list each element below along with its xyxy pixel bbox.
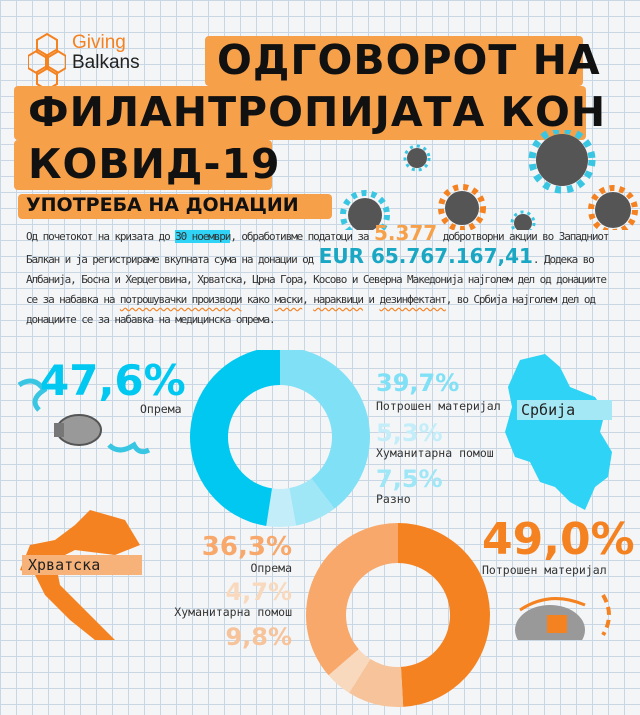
underlined-text: потрошувачки производи xyxy=(119,293,243,306)
text: и xyxy=(362,293,380,306)
virus-icon xyxy=(510,210,536,230)
text: добротворни акции во Западниот Балкан и … xyxy=(26,230,610,266)
title-line-3: КОВИД-19 xyxy=(14,140,280,190)
serbia-misc-label: Разно xyxy=(376,492,411,506)
croatia-misc-pct: 9,8% xyxy=(225,623,292,651)
logo-text-balkans: Balkans xyxy=(72,52,140,73)
total-amount: EUR 65.767.167,41 xyxy=(318,244,533,268)
croatia-humanitarian-label: Хуманитарна помош xyxy=(174,605,292,619)
croatia-donut-chart xyxy=(306,523,491,707)
underlined-text: дезинфектант xyxy=(379,293,446,306)
virus-icon xyxy=(438,184,486,230)
serbia-donut-segment-1 xyxy=(289,478,335,526)
hexagon-logo-icon xyxy=(28,32,66,92)
section-subtitle: УПОТРЕБА НА ДОНАЦИИ xyxy=(18,194,332,219)
serbia-donut-chart xyxy=(190,350,370,527)
croatia-donut-segment-0 xyxy=(398,523,491,707)
serbia-consumables-label: Потрошен материјал xyxy=(376,399,501,413)
serbia-map-label: Србија xyxy=(517,400,612,420)
croatia-equipment-label: Опрема xyxy=(250,561,292,575)
text: , во Србија најголем дел од донациите се… xyxy=(26,293,596,326)
title-line-2: ФИЛАНТРОПИЈАТА КОН xyxy=(14,86,605,140)
serbia-donut-segment-3 xyxy=(190,350,280,526)
virus-icon xyxy=(340,190,390,230)
virus-illustrations xyxy=(340,130,638,230)
text: . Додека во Албанија, Босна и Херцеговин… xyxy=(26,253,607,306)
text: како xyxy=(241,293,275,306)
underlined-text: маски xyxy=(274,293,304,306)
ventilator-illustration xyxy=(17,378,151,455)
serbia-humanitarian-pct: 5,3% xyxy=(376,419,443,447)
serbia-donut-segment-2 xyxy=(266,488,297,527)
serbia-humanitarian-label: Хуманитарна помош xyxy=(376,446,494,460)
croatia-equipment-pct: 36,3% xyxy=(201,532,292,562)
virus-icon xyxy=(403,144,431,172)
croatia-map xyxy=(20,510,140,640)
croatia-map-label: Хрватска xyxy=(22,555,142,575)
serbia-misc-pct: 7,5% xyxy=(376,465,443,493)
virus-icon xyxy=(528,130,596,194)
text: Од почетокот на кризата до xyxy=(26,230,176,243)
date-highlight: 30 ноември xyxy=(175,230,231,243)
actions-count: 5.377 xyxy=(373,221,438,245)
text: , обработивме податоци за xyxy=(230,230,374,243)
underlined-text: нараквици xyxy=(313,293,364,306)
serbia-map xyxy=(505,354,612,510)
croatia-consumables-label: Потрошен материјал xyxy=(482,563,607,577)
text: , xyxy=(302,293,314,306)
croatia-donut-segment-3 xyxy=(306,523,398,676)
intro-paragraph: Од почетокот на кризата до 30 ноември, о… xyxy=(26,221,622,330)
face-mask-illustration xyxy=(515,593,611,640)
croatia-consumables-pct: 49,0% xyxy=(482,514,635,565)
croatia-humanitarian-pct: 4,7% xyxy=(225,578,292,606)
virus-icon xyxy=(588,185,638,230)
serbia-donut-segment-0 xyxy=(280,350,370,509)
serbia-consumables-pct: 39,7% xyxy=(376,369,460,397)
title-line-1: ОДГОВОРОТ НА xyxy=(205,36,600,86)
serbia-equipment-pct: 47,6% xyxy=(40,356,186,405)
logo-text-giving: Giving xyxy=(72,32,126,53)
serbia-equipment-label: Опрема xyxy=(140,402,182,416)
